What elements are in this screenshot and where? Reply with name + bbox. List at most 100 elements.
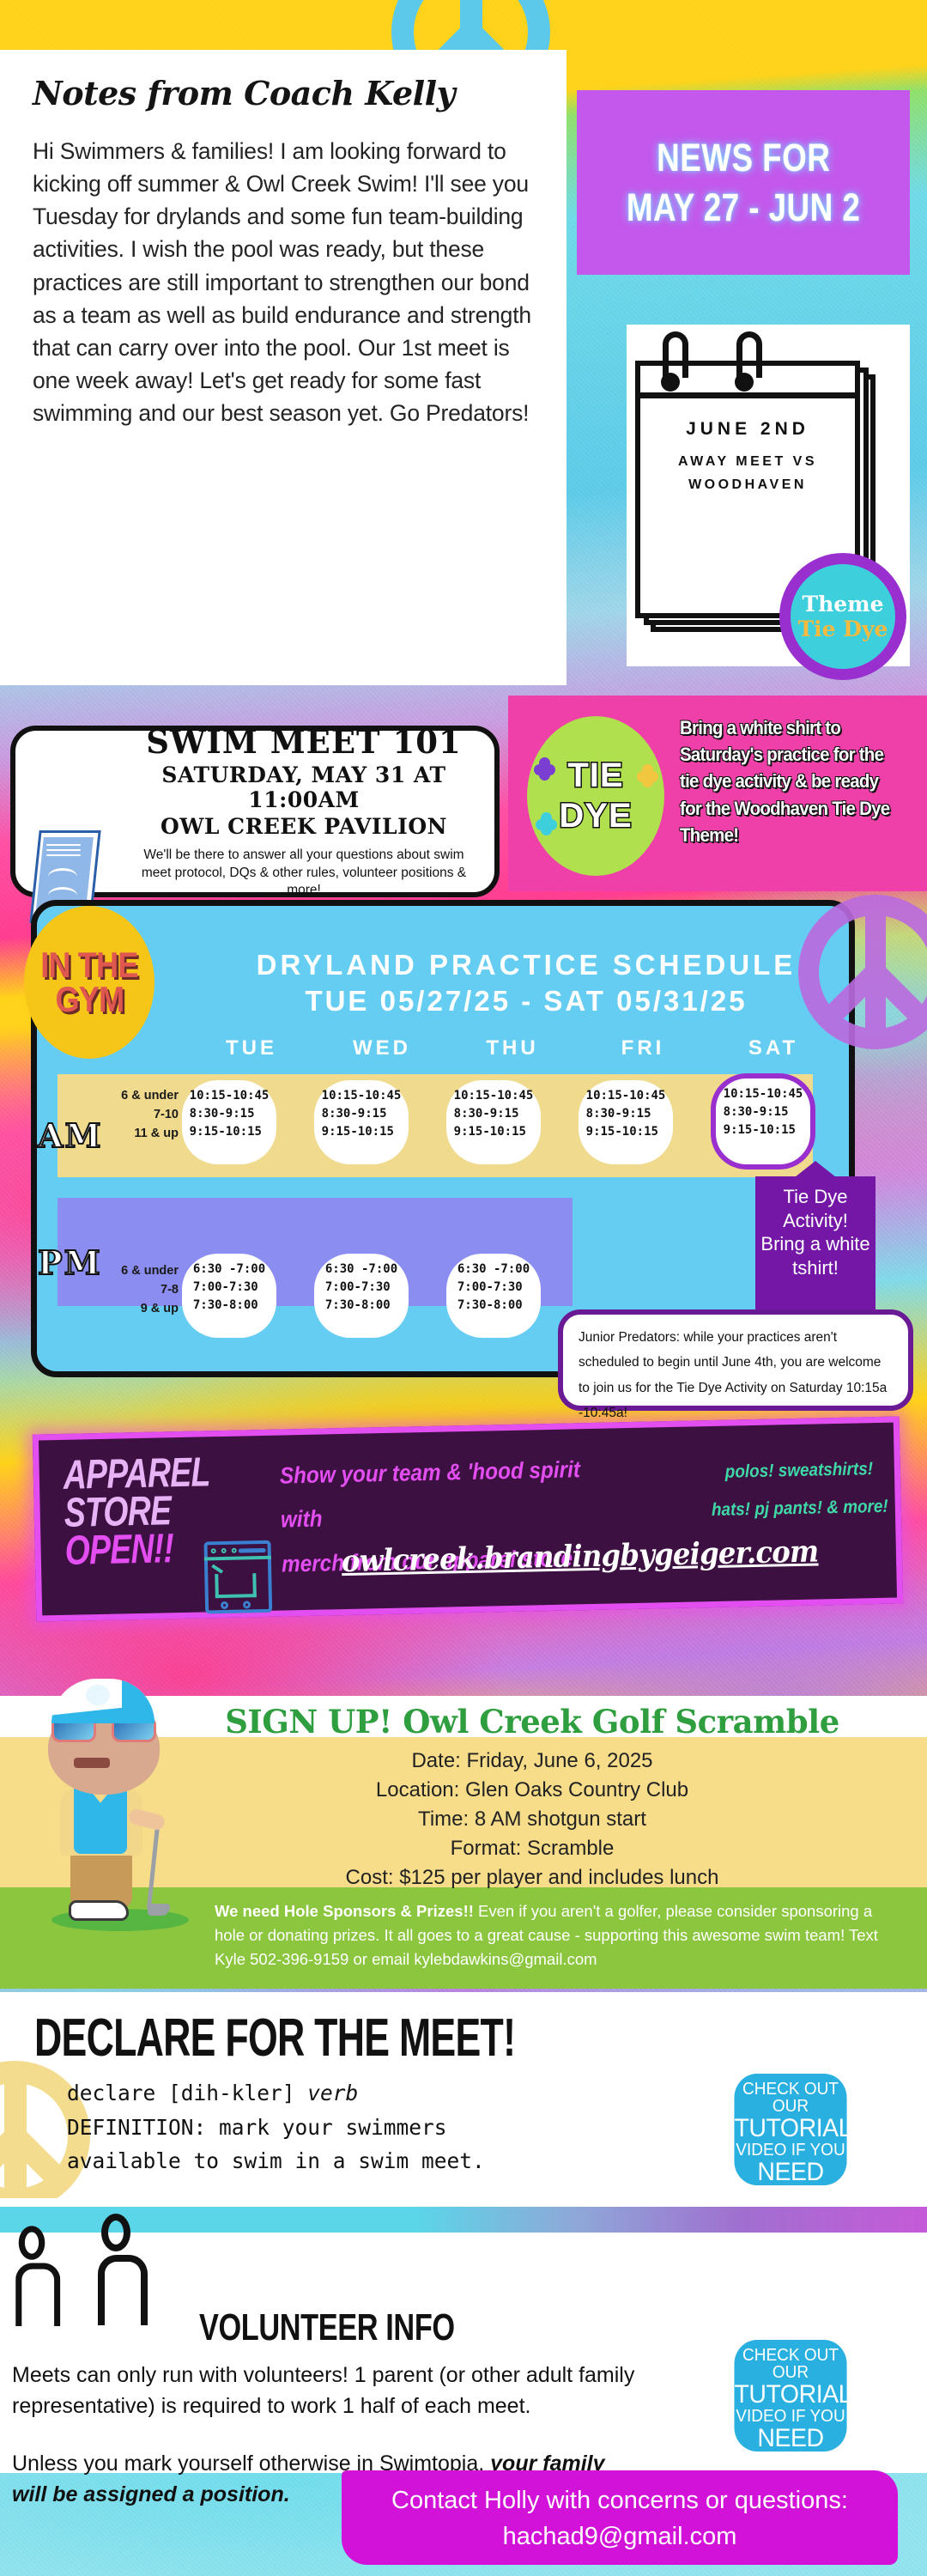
pm-age-2: 9 & up [140, 1301, 179, 1315]
volunteer-title: VOLUNTEER INFO [199, 2306, 455, 2348]
am-tue-2: 9:15-10:15 [189, 1125, 262, 1139]
gym-badge-line1: IN THE [40, 945, 138, 986]
volunteer-stripe [0, 2207, 927, 2233]
schedule-title-group: DRYLAND PRACTICE SCHEDULE TUE 05/27/25 -… [226, 949, 827, 1018]
swim-meet-101-when: SATURDAY, MAY 31 AT 11:00AM [161, 762, 446, 812]
declare-definition-line2: available to swim in a swim meet. [67, 2148, 485, 2174]
am-cell-thu: 10:15-10:45 8:30-9:15 9:15-10:15 [446, 1080, 541, 1164]
golf-sponsor-headline: We need Hole Sponsors & Prizes!! [215, 1902, 474, 1920]
am-cell-tue: 10:15-10:45 8:30-9:15 9:15-10:15 [182, 1080, 276, 1164]
apparel-store-banner[interactable]: APPAREL STORE OPEN!! Show your team & 'h… [32, 1416, 904, 1622]
calendar-card: JUNE 2ND AWAY MEET VS WOODHAVEN Theme Ti… [627, 325, 910, 680]
am-label: AM [37, 1115, 103, 1156]
flower-icon [536, 812, 558, 835]
golf-detail-date: Date: Friday, June 6, 2025 [411, 1749, 653, 1772]
tutorial-video-button[interactable]: CHECK OUT OUR TUTORIAL VIDEO IF YOU NEED… [734, 2340, 852, 2477]
declare-part-of-speech: verb [307, 2081, 359, 2105]
dryland-schedule-card: DRYLAND PRACTICE SCHEDULE TUE 05/27/25 -… [31, 900, 855, 1377]
am-thu-0: 10:15-10:45 [453, 1089, 534, 1103]
shopping-cart-icon [203, 1540, 273, 1614]
news-banner-line2: MAY 27 - JUN 2 [626, 185, 861, 229]
tie-dye-message: Bring a white shirt to Saturday's practi… [680, 717, 890, 846]
coach-notes-title: Notes from Coach Kelly [33, 74, 456, 112]
tutorial-big-1: TUTORIAL [734, 2113, 852, 2142]
pm-thu-0: 6:30 -7:00 [457, 1262, 530, 1276]
tie-dye-callout-text: Tie Dye Activity! Bring a white tshirt! [760, 1186, 870, 1279]
pm-cell-thu: 6:30 -7:00 7:00-7:30 7:30-8:00 [446, 1254, 541, 1338]
day-header-tue: TUE [226, 1036, 277, 1060]
calendar-ring-icon [661, 331, 688, 392]
pm-age-groups: 6 & under 7-8 9 & up [84, 1262, 179, 1318]
tutorial-small-1: CHECK OUT OUR [742, 2346, 839, 2383]
in-the-gym-badge: IN THE GYM [24, 906, 154, 1059]
flower-icon [534, 757, 556, 781]
golf-details-list: Date: Friday, June 6, 2025 Location: Gle… [154, 1747, 910, 1893]
calendar-ring-icon [735, 331, 762, 392]
pm-label: PM [37, 1242, 102, 1283]
am-cell-wed: 10:15-10:45 8:30-9:15 9:15-10:15 [314, 1080, 409, 1164]
tutorial-small-1: CHECK OUT OUR [742, 2080, 839, 2117]
pm-tue-1: 7:00-7:30 [192, 1280, 258, 1294]
golf-scramble-title: SIGN UP! Owl Creek Golf Scramble [225, 1703, 839, 1741]
am-age-groups: 6 & under 7-10 11 & up [84, 1087, 179, 1143]
calendar-date: JUNE 2ND [686, 419, 809, 439]
pm-cell-tue: 6:30 -7:00 7:00-7:30 7:30-8:00 [182, 1254, 276, 1338]
gym-badge-line2: GYM [55, 979, 124, 1019]
tie-dye-badge-line2: DYE [558, 796, 633, 836]
day-header-fri: FRI [621, 1036, 665, 1060]
contact-banner[interactable]: Contact Holly with concerns or questions… [342, 2470, 898, 2565]
tutorial-video-button[interactable]: CHECK OUT OUR TUTORIAL VIDEO IF YOU NEED… [734, 2074, 852, 2211]
coach-notes-card: Notes from Coach Kelly Hi Swimmers & fam… [0, 50, 566, 685]
flower-icon [637, 764, 659, 787]
declare-definition-line1: DEFINITION: mark your swimmers [67, 2114, 447, 2140]
am-sat-2: 9:15-10:15 [723, 1123, 796, 1137]
apparel-list-line1: polos! sweatshirts! [724, 1459, 874, 1482]
junior-predators-note: Junior Predators: while your practices a… [558, 1309, 913, 1420]
news-banner-line1: NEWS FOR [656, 135, 831, 179]
am-cell-sat: 10:15-10:45 8:30-9:15 9:15-10:15 [711, 1073, 815, 1170]
swim-meet-101-where: OWL CREEK PAVILION [161, 813, 447, 839]
pm-thu-2: 7:30-8:00 [457, 1298, 523, 1312]
am-tue-0: 10:15-10:45 [189, 1089, 270, 1103]
declare-title: DECLARE FOR THE MEET! [34, 2008, 516, 2068]
golfer-illustration [7, 1679, 191, 1931]
am-age-1: 7-10 [153, 1107, 179, 1121]
calendar-event-line1: AWAY MEET VS [677, 454, 818, 469]
pm-tue-0: 6:30 -7:00 [192, 1262, 266, 1276]
golf-detail-format: Format: Scramble [450, 1837, 615, 1861]
am-wed-0: 10:15-10:45 [321, 1089, 402, 1103]
declare-definition: declare [dih-kler] verb DEFINITION: mark… [67, 2076, 685, 2178]
swim-meet-101-note: We'll be there to answer all your questi… [141, 847, 467, 898]
tutorial-small-2: VIDEO IF YOU [736, 2407, 845, 2427]
declare-word: declare [dih-kler] [67, 2081, 308, 2105]
day-header-sat: SAT [748, 1036, 799, 1060]
am-thu-2: 9:15-10:15 [453, 1125, 526, 1139]
am-fri-2: 9:15-10:15 [585, 1125, 658, 1139]
am-wed-2: 9:15-10:15 [321, 1125, 394, 1139]
apparel-list-line2: hats! pj pants! & more! [711, 1496, 888, 1521]
day-header-wed: WED [353, 1036, 411, 1060]
golf-sponsor-body: Even if you aren't a golfer, please cons… [215, 1902, 878, 1969]
am-age-2: 11 & up [134, 1126, 179, 1140]
apparel-message-line1: Show your team & 'hood spirit with [279, 1456, 581, 1533]
theme-badge-value: Tie Dye [797, 617, 888, 641]
calendar-event-line2: WOODHAVEN [688, 477, 807, 493]
theme-badge: Theme Tie Dye [779, 553, 906, 680]
am-sat-0: 10:15-10:45 [723, 1087, 803, 1101]
schedule-day-headers: TUE WED THU FRI SAT [186, 1036, 839, 1060]
am-age-0: 6 & under [121, 1089, 179, 1103]
am-wed-1: 8:30-9:15 [321, 1107, 387, 1121]
tutorial-big-2: NEED HELP! [756, 2157, 825, 2211]
calendar-text: JUNE 2ND AWAY MEET VS WOODHAVEN [635, 419, 860, 496]
am-tue-1: 8:30-9:15 [189, 1107, 255, 1121]
swim-meet-101-title: SWIM MEET 101 [146, 722, 462, 761]
calendar-header-bar [635, 361, 860, 398]
tie-dye-badge-line1: TIE [566, 756, 624, 796]
coach-notes-body: Hi Swimmers & families! I am looking for… [33, 138, 531, 427]
volunteer-body-2: Unless you mark yourself otherwise in Sw… [12, 2449, 630, 2510]
callout-arrow-icon [795, 1161, 836, 1177]
pm-thu-1: 7:00-7:30 [457, 1280, 523, 1294]
theme-badge-label: Theme [802, 592, 884, 617]
tutorial-big-1: TUTORIAL [734, 2379, 852, 2409]
am-cell-fri: 10:15-10:45 8:30-9:15 9:15-10:15 [579, 1080, 673, 1164]
